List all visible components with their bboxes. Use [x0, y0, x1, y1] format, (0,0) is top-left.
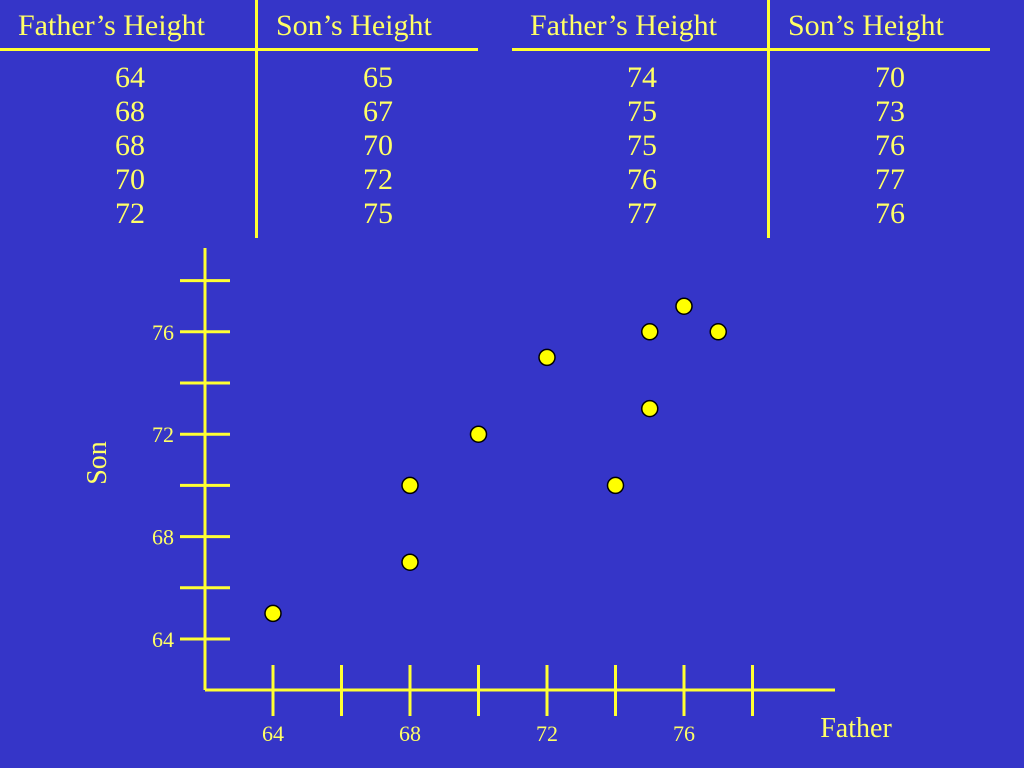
son-height-column: 65 67 70 72 75 [343, 61, 413, 231]
table-cell: 76 [875, 129, 905, 162]
data-point [709, 323, 727, 341]
data-point [264, 604, 282, 623]
x-tick-label: 64 [262, 721, 284, 746]
y-tick-label: 72 [152, 422, 174, 447]
header-rule [512, 48, 990, 51]
table-cell: 76 [875, 197, 905, 230]
table-cell: 73 [875, 95, 905, 128]
table-cell: 70 [363, 129, 393, 162]
data-point [606, 476, 625, 495]
father-height-column: 74 75 75 76 77 [607, 61, 677, 231]
son-height-header: Son’s Height [788, 9, 944, 42]
table-cell: 72 [115, 197, 145, 230]
data-point [675, 297, 693, 315]
table-cell: 67 [363, 95, 393, 128]
data-point [401, 553, 419, 571]
table-cell: 75 [627, 95, 657, 128]
data-point [641, 323, 659, 341]
table-cell: 65 [363, 61, 393, 94]
table-cell: 64 [115, 61, 145, 94]
table-cell: 70 [875, 61, 905, 94]
scatter-plot: 64 68 72 76 64 68 72 76 Father Son [82, 248, 892, 746]
son-height-header: Son’s Height [276, 9, 432, 42]
data-point [538, 348, 556, 367]
y-tick-label: 76 [152, 320, 174, 345]
x-tick-label: 68 [399, 721, 421, 746]
table-cell: 74 [627, 61, 657, 94]
table-cell: 75 [627, 129, 657, 162]
table-cell: 68 [115, 95, 145, 128]
data-point [641, 399, 659, 418]
column-divider [767, 0, 770, 238]
y-tick-label: 68 [152, 525, 174, 550]
data-point [469, 425, 488, 443]
father-height-column: 64 68 68 70 72 [95, 61, 165, 231]
table-cell: 76 [627, 163, 657, 196]
table-cell: 77 [875, 163, 905, 196]
father-height-header: Father’s Height [18, 9, 205, 42]
x-axis-title: Father [820, 713, 892, 744]
x-tick-label: 72 [536, 721, 558, 746]
y-tick-label: 64 [152, 627, 174, 652]
column-divider [255, 0, 258, 238]
table-cell: 70 [115, 163, 145, 196]
data-point [401, 476, 419, 495]
y-axis-title: Son [82, 441, 113, 485]
table-cell: 75 [363, 197, 393, 230]
son-height-column: 70 73 76 77 76 [855, 61, 925, 231]
x-tick-label: 76 [673, 721, 695, 746]
table-cell: 72 [363, 163, 393, 196]
header-rule [0, 48, 478, 51]
table-cell: 77 [627, 197, 657, 230]
table-cell: 68 [115, 129, 145, 162]
father-height-header: Father’s Height [530, 9, 717, 42]
